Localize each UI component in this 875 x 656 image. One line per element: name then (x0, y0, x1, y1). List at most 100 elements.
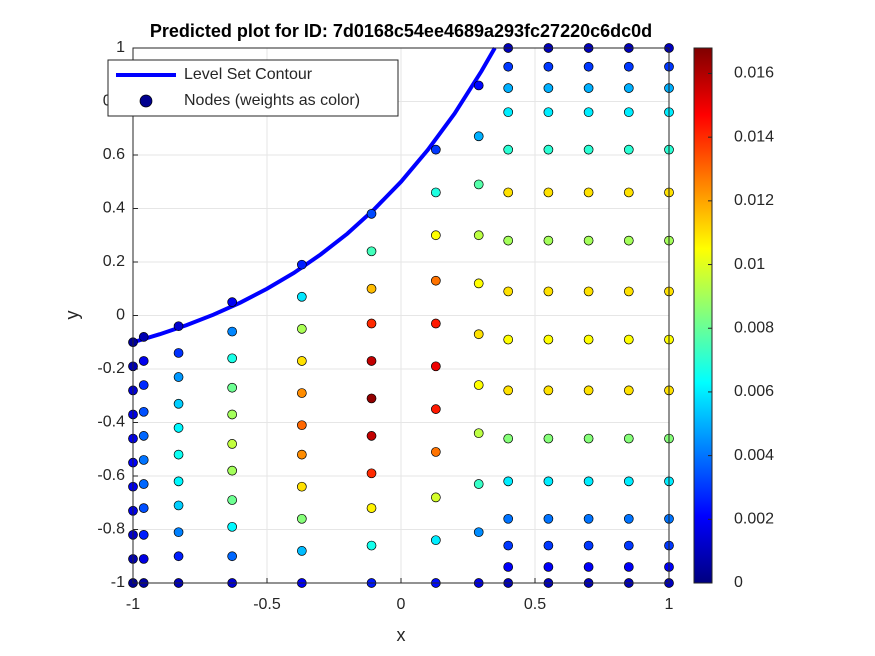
node (623, 61, 634, 72)
node (623, 235, 634, 246)
y-tick-label: -0.2 (97, 360, 125, 377)
node (227, 551, 238, 562)
node (227, 409, 238, 420)
node (173, 551, 184, 562)
node (473, 278, 484, 289)
legend: Level Set Contour Nodes (weights as color… (107, 59, 399, 117)
node (366, 540, 377, 551)
node (227, 465, 238, 476)
node (503, 433, 514, 444)
node (173, 348, 184, 358)
node (623, 334, 634, 345)
node (623, 540, 634, 551)
node (543, 476, 554, 487)
node (473, 329, 484, 340)
y-tick-label: -0.6 (97, 467, 125, 484)
node (138, 356, 149, 366)
node (138, 406, 149, 417)
node (583, 83, 594, 93)
node (473, 131, 484, 142)
node (623, 476, 634, 487)
node (583, 433, 594, 444)
node (503, 562, 514, 572)
node (503, 476, 514, 487)
node (138, 380, 149, 390)
node (227, 382, 238, 393)
y-tick-label: 0.4 (103, 200, 125, 217)
node (430, 275, 441, 286)
node (173, 398, 184, 409)
node (173, 500, 184, 511)
node (366, 356, 377, 366)
colorbar-tick-label: 0.016 (734, 65, 774, 82)
node (583, 235, 594, 246)
node (503, 334, 514, 345)
node (366, 393, 377, 404)
node (473, 380, 484, 390)
node (296, 291, 307, 302)
node (138, 503, 149, 513)
node (138, 332, 149, 342)
node (543, 61, 554, 72)
node (543, 144, 554, 155)
node (430, 535, 441, 546)
node (583, 187, 594, 198)
y-tick-label: -0.8 (97, 521, 125, 538)
node (473, 527, 484, 538)
colorbar-tick-label: 0.01 (734, 256, 765, 273)
colorbar-tick-label: 0.004 (734, 447, 774, 464)
colorbar-tick-label: 0.014 (734, 128, 774, 145)
node (430, 404, 441, 414)
y-tick-label: 0.2 (103, 253, 125, 270)
legend-box (107, 59, 399, 117)
node (503, 385, 514, 396)
legend-label: Nodes (weights as color) (184, 92, 360, 109)
node (296, 388, 307, 398)
y-tick-label: 1 (116, 39, 125, 56)
node (503, 513, 514, 524)
node (227, 439, 238, 449)
node (503, 286, 514, 297)
node (430, 361, 441, 372)
y-tick-label: 0 (116, 307, 125, 324)
node (296, 513, 307, 524)
node (583, 540, 594, 551)
legend-marker (139, 94, 153, 108)
node (503, 235, 514, 246)
node (296, 481, 307, 492)
node (583, 286, 594, 297)
node (366, 246, 377, 257)
x-tick-label: -0.5 (253, 596, 281, 613)
node (138, 479, 149, 489)
node (138, 431, 149, 441)
node (503, 107, 514, 118)
node (296, 449, 307, 460)
node (473, 80, 484, 91)
node (623, 433, 634, 444)
node (296, 356, 307, 366)
contour-line (132, 47, 497, 345)
node (543, 385, 554, 396)
node (503, 83, 514, 93)
node (583, 476, 594, 487)
node (296, 324, 307, 334)
node (138, 529, 149, 540)
y-axis-label: y (62, 311, 82, 320)
node (543, 187, 554, 198)
node (623, 385, 634, 396)
node (623, 187, 634, 198)
legend-label: Level Set Contour (184, 66, 313, 83)
colorbar (693, 47, 713, 584)
node (543, 107, 554, 118)
node (430, 492, 441, 503)
node (543, 286, 554, 297)
node (623, 562, 634, 572)
axes-box (132, 47, 670, 584)
node (583, 385, 594, 396)
node (583, 61, 594, 72)
node (138, 554, 149, 564)
node (366, 209, 377, 219)
node (173, 423, 184, 433)
node (503, 61, 514, 72)
